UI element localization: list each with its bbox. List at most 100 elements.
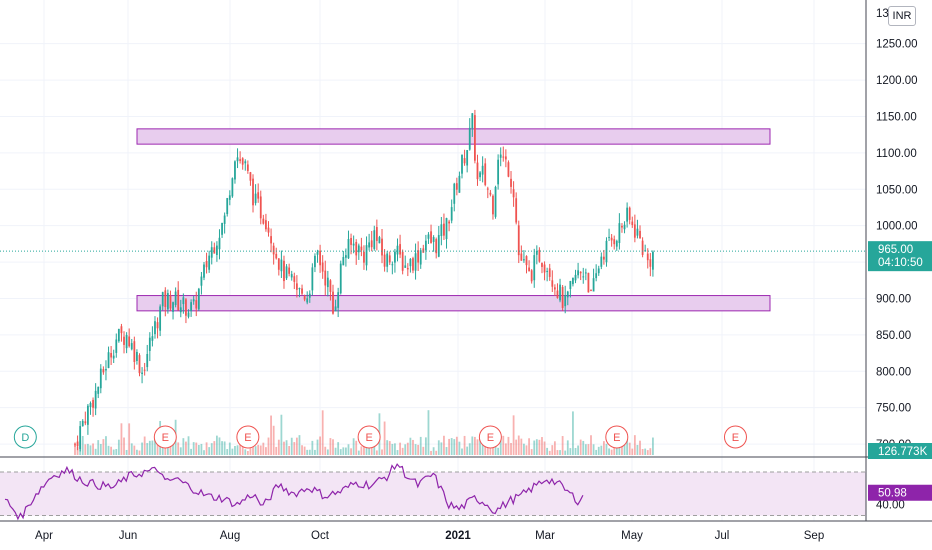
- candle-body: [148, 337, 151, 351]
- volume-bar: [448, 438, 450, 455]
- event-marker[interactable]: [236, 425, 260, 449]
- candle-body: [608, 236, 610, 238]
- candle-body: [117, 328, 120, 342]
- volume-bar: [504, 443, 507, 455]
- volume-bar: [610, 449, 613, 455]
- volume-bar: [623, 441, 626, 455]
- volume-bar: [133, 445, 136, 455]
- candle-body: [587, 272, 590, 293]
- event-marker[interactable]: [13, 425, 37, 449]
- event-marker[interactable]: [357, 425, 381, 449]
- candle-body: [386, 253, 389, 267]
- candle-body: [76, 441, 79, 447]
- candles: [0, 109, 866, 452]
- event-marker[interactable]: [723, 425, 747, 449]
- candle-body: [138, 355, 141, 374]
- volume-bar: [523, 443, 525, 455]
- price-tick-label: 800.00: [876, 366, 911, 378]
- time-tick-label: 2021: [445, 530, 471, 542]
- volume-bar: [265, 447, 267, 455]
- price-zone-1: [136, 128, 771, 145]
- volume-bar: [94, 448, 97, 455]
- volume-bar: [190, 448, 192, 455]
- candle-body: [636, 228, 639, 236]
- time-tick-label: Sep: [804, 530, 824, 542]
- candle-body: [130, 343, 133, 350]
- event-marker[interactable]: [153, 425, 177, 449]
- candle-body: [234, 161, 236, 180]
- candle-body: [326, 277, 329, 288]
- volume-bar: [535, 439, 538, 455]
- candle-body: [329, 280, 332, 292]
- time-tick-label: Jun: [119, 530, 138, 542]
- volume-bar: [440, 442, 443, 455]
- volume-bar: [499, 435, 502, 455]
- volume-bar: [334, 447, 337, 455]
- candle-body: [339, 263, 342, 294]
- event-marker[interactable]: [478, 425, 502, 449]
- candle-body: [538, 249, 541, 262]
- price-tick-partial: 13: [876, 8, 889, 20]
- time-tick-label: Oct: [311, 530, 330, 542]
- volume-bar: [244, 449, 247, 455]
- candle-body: [213, 247, 216, 254]
- candle-body: [525, 256, 528, 266]
- candle-body: [306, 298, 309, 303]
- volume-bar: [582, 440, 585, 455]
- volume-bar: [89, 445, 92, 455]
- candle-body: [535, 250, 538, 255]
- volume-bar: [639, 440, 641, 455]
- candle-body: [316, 251, 319, 255]
- candle-body: [301, 288, 303, 294]
- candle-body: [401, 251, 404, 271]
- volume-bar: [595, 449, 598, 455]
- candle-body: [458, 175, 461, 193]
- volume-bar: [388, 441, 391, 455]
- price-tick-label: 1200.00: [876, 75, 918, 87]
- volume-bar: [319, 436, 321, 455]
- candle-body: [143, 369, 146, 371]
- volume-bar: [530, 449, 533, 455]
- candle-body: [254, 193, 257, 204]
- candle-body: [541, 263, 543, 267]
- volume-bar: [636, 444, 639, 455]
- volume-bar: [74, 443, 76, 455]
- rsi-band: [0, 472, 866, 516]
- price-tick-label: 850.00: [876, 330, 911, 342]
- candle-body: [633, 224, 636, 238]
- event-marker[interactable]: [605, 425, 629, 449]
- candle-body: [646, 253, 649, 261]
- volume-tag: [868, 443, 932, 459]
- candle-body: [311, 267, 314, 291]
- candle-body: [239, 159, 242, 161]
- volume-bar: [621, 441, 623, 455]
- volume-bar: [644, 448, 647, 455]
- candle-body: [613, 239, 616, 245]
- candle-body: [89, 403, 92, 407]
- volume-bar: [270, 415, 272, 455]
- volume-bar: [427, 410, 430, 455]
- time-tick-label: Aug: [220, 530, 240, 542]
- candle-body: [270, 236, 272, 244]
- volume-bar: [590, 435, 592, 455]
- candle-body: [533, 255, 536, 281]
- volume-bar: [218, 437, 221, 455]
- currency-badge[interactable]: INR: [888, 6, 916, 26]
- candle-body: [461, 154, 463, 174]
- volume-bar: [141, 442, 143, 455]
- volume-bar: [234, 446, 236, 455]
- volume-bar: [383, 421, 386, 455]
- candle-body: [618, 223, 621, 243]
- volume-bar: [507, 436, 510, 455]
- volume-label: 126.773K: [878, 446, 928, 458]
- volume-bar: [228, 442, 231, 455]
- volume-bar: [92, 443, 94, 455]
- volume-bar: [458, 441, 461, 455]
- volume-bar: [561, 436, 564, 455]
- volume-bar: [345, 447, 347, 455]
- candle-body: [347, 239, 350, 259]
- volume-bar: [125, 449, 128, 455]
- candle-body: [396, 245, 399, 255]
